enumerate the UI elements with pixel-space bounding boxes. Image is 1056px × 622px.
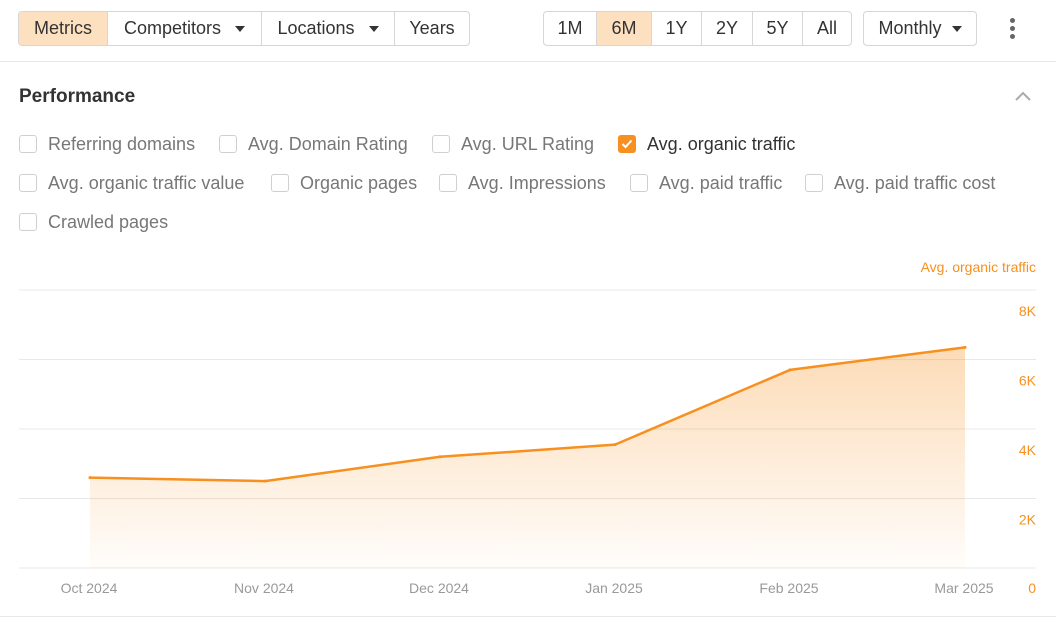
chart-toolbar: Metrics Competitors Locations Years 1M 6… [0,0,1056,62]
more-vertical-icon[interactable] [1002,15,1022,41]
metric-label: Crawled pages [48,211,169,232]
range-selector: 1M 6M 1Y 2Y 5Y All [543,11,852,46]
range-1m-label: 1M [557,18,583,38]
data-point [263,479,267,483]
metric-avg-url-rating[interactable]: Avg. URL Rating [432,132,594,156]
locations-label: Locations [277,18,355,38]
checkbox-checked[interactable] [618,135,636,153]
checkbox[interactable] [439,174,457,192]
traffic-chart: 0 2K 4K 6K 8K Oct 2024 Nov 2024 Dec 2024 Jan 202… [19,289,1037,596]
performance-title: Performance [19,86,136,107]
x-tick-label: Oct 2024 [61,580,118,596]
range-1y-button[interactable]: 1Y [652,12,702,45]
checkbox[interactable] [219,135,237,153]
interval-dropdown[interactable]: Monthly [863,11,977,46]
range-all-button[interactable]: All [803,12,851,45]
chevron-up-icon[interactable] [1013,88,1033,104]
checkbox[interactable] [19,135,37,153]
range-1y-label: 1Y [665,18,688,38]
checkbox[interactable] [19,174,37,192]
checkbox[interactable] [432,135,450,153]
range-6m-label: 6M [611,18,637,38]
caret-down-icon [235,25,246,32]
x-tick-label: Feb 2025 [759,580,818,596]
interval-button[interactable]: Monthly [864,12,976,45]
caret-down-icon [951,25,962,32]
tab-metrics-label: Metrics [34,18,92,38]
metric-label: Avg. Domain Rating [248,133,408,154]
range-2y-label: 2Y [715,18,739,38]
data-point [613,443,617,447]
caret-down-icon [368,25,379,32]
locations-dropdown[interactable]: Locations [262,12,395,45]
range-5y-button[interactable]: 5Y [753,12,803,45]
data-point [438,455,442,459]
competitors-label: Competitors [123,18,222,38]
metric-label: Avg. organic traffic value [48,172,245,193]
metric-avg-domain-rating[interactable]: Avg. Domain Rating [219,132,408,156]
metric-label: Avg. paid traffic cost [834,172,996,193]
x-tick-label: Jan 2025 [585,580,643,596]
data-point [88,476,92,480]
x-tick-label: Dec 2024 [409,580,469,596]
checkbox[interactable] [271,174,289,192]
y-tick-label: 4K [1019,442,1037,458]
metric-avg-paid-traffic[interactable]: Avg. paid traffic [630,171,782,195]
checkbox[interactable] [19,213,37,231]
metric-label: Referring domains [48,133,196,154]
metric-avg-organic-traffic-value[interactable]: Avg. organic traffic value [19,171,244,195]
y-tick-label: 6K [1019,373,1037,389]
competitors-dropdown[interactable]: Competitors [108,12,262,45]
interval-label: Monthly [878,18,942,38]
x-tick-label: Nov 2024 [234,580,294,596]
series-line [89,346,966,483]
view-tabs: Metrics Competitors Locations Years [18,11,470,46]
metric-label: Avg. Impressions [468,172,606,193]
metric-label: Avg. paid traffic [659,172,783,193]
metric-avg-organic-traffic[interactable]: Avg. organic traffic [618,132,795,156]
data-point [963,345,967,349]
chart-legend-series: Avg. organic traffic [920,259,1036,275]
metric-label: Organic pages [300,172,418,193]
range-2y-button[interactable]: 2Y [702,12,753,45]
tab-years[interactable]: Years [395,12,469,45]
metric-crawled-pages[interactable]: Crawled pages [19,210,168,234]
y-tick-label: 8K [1019,303,1037,319]
x-tick-label: Mar 2025 [934,580,993,596]
checkmark-icon [621,139,633,149]
range-all-label: All [816,18,837,38]
metric-avg-paid-traffic-cost[interactable]: Avg. paid traffic cost [805,171,995,195]
tab-metrics[interactable]: Metrics [19,12,108,45]
metric-label: Avg. URL Rating [461,133,595,154]
divider [0,616,1056,617]
checkbox[interactable] [805,174,823,192]
data-point [788,368,792,372]
range-6m-button[interactable]: 6M [597,12,652,45]
y-tick-label: 2K [1019,512,1037,528]
checkbox[interactable] [630,174,648,192]
tab-years-label: Years [409,18,455,38]
y-tick-label: 0 [1028,580,1036,596]
metric-avg-impressions[interactable]: Avg. Impressions [439,171,606,195]
range-5y-label: 5Y [766,18,789,38]
metric-label: Avg. organic traffic [647,133,796,154]
range-1m-button[interactable]: 1M [544,12,597,45]
series-area [90,347,965,568]
metric-organic-pages[interactable]: Organic pages [271,171,417,195]
metric-referring-domains[interactable]: Referring domains [19,132,195,156]
